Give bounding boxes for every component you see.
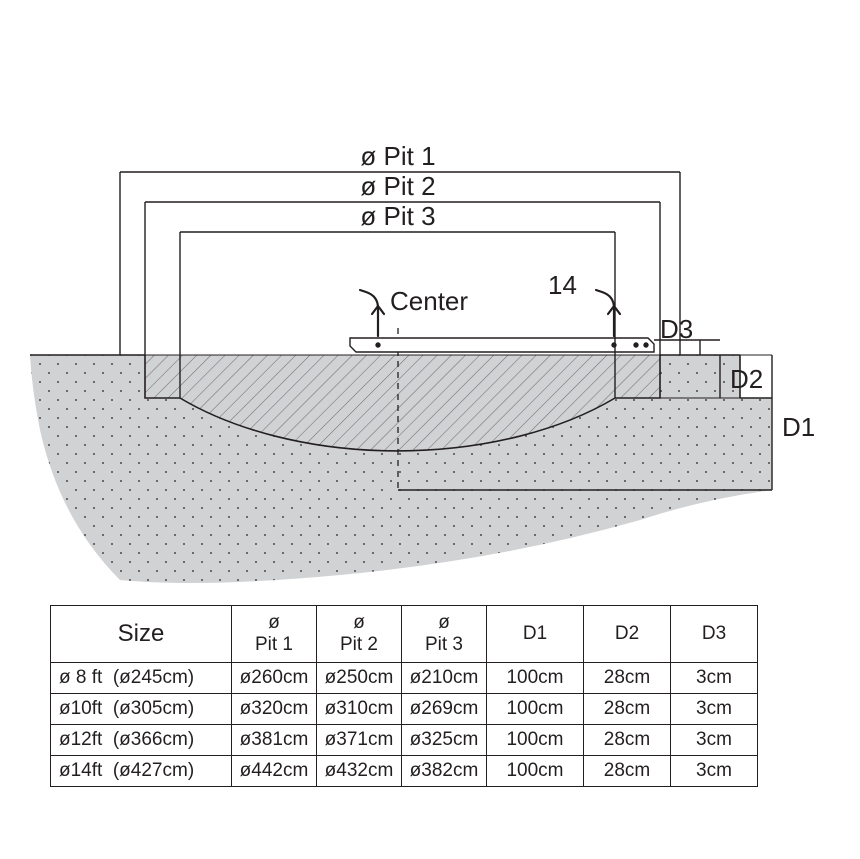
cell-size: ø10ft (ø305cm) bbox=[51, 694, 232, 725]
cell-d2: 28cm bbox=[584, 756, 671, 787]
cell-d1: 100cm bbox=[487, 725, 584, 756]
cell-p3: ø210cm bbox=[402, 663, 487, 694]
cell-size: ø12ft (ø366cm) bbox=[51, 725, 232, 756]
cell-d1: 100cm bbox=[487, 694, 584, 725]
top-beam bbox=[350, 338, 654, 352]
cell-p3: ø325cm bbox=[402, 725, 487, 756]
cell-p1: ø442cm bbox=[232, 756, 317, 787]
label-pit2: ø Pit 2 bbox=[360, 171, 435, 201]
cell-d3: 3cm bbox=[671, 663, 758, 694]
cell-p3: ø382cm bbox=[402, 756, 487, 787]
cell-size: ø14ft (ø427cm) bbox=[51, 756, 232, 787]
table-row: ø14ft (ø427cm)ø442cmø432cmø382cm100cm28c… bbox=[51, 756, 758, 787]
cell-p1: ø320cm bbox=[232, 694, 317, 725]
table-body: ø 8 ft (ø245cm)ø260cmø250cmø210cm100cm28… bbox=[51, 663, 758, 787]
table-row: ø10ft (ø305cm)ø320cmø310cmø269cm100cm28c… bbox=[51, 694, 758, 725]
dimensions-table: Size øPit 1 øPit 2 øPit 3 D1 D2 D3 ø 8 f… bbox=[50, 605, 758, 787]
cell-d2: 28cm bbox=[584, 663, 671, 694]
cell-d3: 3cm bbox=[671, 725, 758, 756]
table-row: ø12ft (ø366cm)ø381cmø371cmø325cm100cm28c… bbox=[51, 725, 758, 756]
center-pointer-tool bbox=[360, 290, 384, 336]
tool-14 bbox=[596, 290, 620, 336]
cell-d2: 28cm bbox=[584, 725, 671, 756]
label-pit3: ø Pit 3 bbox=[360, 201, 435, 231]
cell-p1: ø381cm bbox=[232, 725, 317, 756]
col-d1: D1 bbox=[487, 606, 584, 663]
table-row: ø 8 ft (ø245cm)ø260cmø250cmø210cm100cm28… bbox=[51, 663, 758, 694]
pit-cross-section-diagram: ø Pit 1 ø Pit 2 ø Pit 3 Center 14 D3 D2 … bbox=[0, 0, 860, 605]
col-d3: D3 bbox=[671, 606, 758, 663]
label-14: 14 bbox=[548, 270, 577, 300]
col-pit3: øPit 3 bbox=[402, 606, 487, 663]
label-center: Center bbox=[390, 286, 468, 316]
table-header-row: Size øPit 1 øPit 2 øPit 3 D1 D2 D3 bbox=[51, 606, 758, 663]
cell-p2: ø432cm bbox=[317, 756, 402, 787]
cell-d1: 100cm bbox=[487, 663, 584, 694]
cell-d1: 100cm bbox=[487, 756, 584, 787]
cell-p1: ø260cm bbox=[232, 663, 317, 694]
label-d2: D2 bbox=[730, 364, 763, 394]
cell-d3: 3cm bbox=[671, 756, 758, 787]
cell-p2: ø310cm bbox=[317, 694, 402, 725]
label-d1: D1 bbox=[782, 412, 815, 442]
col-size: Size bbox=[51, 606, 232, 663]
col-d2: D2 bbox=[584, 606, 671, 663]
col-pit2: øPit 2 bbox=[317, 606, 402, 663]
label-d3: D3 bbox=[660, 314, 693, 344]
col-pit1: øPit 1 bbox=[232, 606, 317, 663]
cell-d2: 28cm bbox=[584, 694, 671, 725]
cell-p3: ø269cm bbox=[402, 694, 487, 725]
cell-size: ø 8 ft (ø245cm) bbox=[51, 663, 232, 694]
cell-p2: ø371cm bbox=[317, 725, 402, 756]
cell-d3: 3cm bbox=[671, 694, 758, 725]
cell-p2: ø250cm bbox=[317, 663, 402, 694]
label-pit1: ø Pit 1 bbox=[360, 141, 435, 171]
